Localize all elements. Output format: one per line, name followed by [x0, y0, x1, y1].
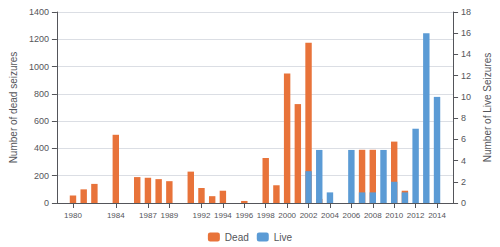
svg-text:1200: 1200 [29, 34, 49, 44]
svg-text:2004: 2004 [321, 211, 339, 220]
svg-text:2012: 2012 [407, 211, 425, 220]
svg-text:6: 6 [461, 134, 466, 144]
svg-text:1992: 1992 [193, 211, 211, 220]
svg-text:12: 12 [461, 71, 471, 81]
svg-text:Live: Live [274, 232, 293, 243]
svg-text:1000: 1000 [29, 62, 49, 72]
svg-text:1996: 1996 [235, 211, 253, 220]
svg-text:2: 2 [461, 177, 466, 187]
svg-text:200: 200 [34, 171, 49, 181]
svg-text:8: 8 [461, 113, 466, 123]
svg-text:2010: 2010 [385, 211, 403, 220]
svg-text:400: 400 [34, 143, 49, 153]
svg-text:0: 0 [461, 198, 466, 208]
svg-text:800: 800 [34, 89, 49, 99]
svg-text:1400: 1400 [29, 7, 49, 17]
svg-text:Number of dead seizures: Number of dead seizures [8, 52, 19, 164]
svg-text:4: 4 [461, 156, 466, 166]
svg-text:1989: 1989 [160, 211, 178, 220]
svg-text:2008: 2008 [364, 211, 382, 220]
svg-text:Number of Live Seizures: Number of Live Seizures [482, 53, 493, 163]
svg-text:14: 14 [461, 49, 471, 59]
svg-text:2000: 2000 [278, 211, 296, 220]
svg-text:1998: 1998 [257, 211, 275, 220]
svg-text:18: 18 [461, 7, 471, 17]
svg-text:16: 16 [461, 28, 471, 38]
svg-text:1984: 1984 [107, 211, 125, 220]
svg-text:10: 10 [461, 92, 471, 102]
svg-text:600: 600 [34, 116, 49, 126]
svg-text:1980: 1980 [64, 211, 82, 220]
svg-text:2002: 2002 [300, 211, 318, 220]
svg-text:Dead: Dead [225, 232, 249, 243]
svg-text:2014: 2014 [428, 211, 446, 220]
svg-text:1994: 1994 [214, 211, 232, 220]
svg-text:2006: 2006 [342, 211, 360, 220]
svg-text:1987: 1987 [139, 211, 157, 220]
svg-text:0: 0 [44, 198, 49, 208]
